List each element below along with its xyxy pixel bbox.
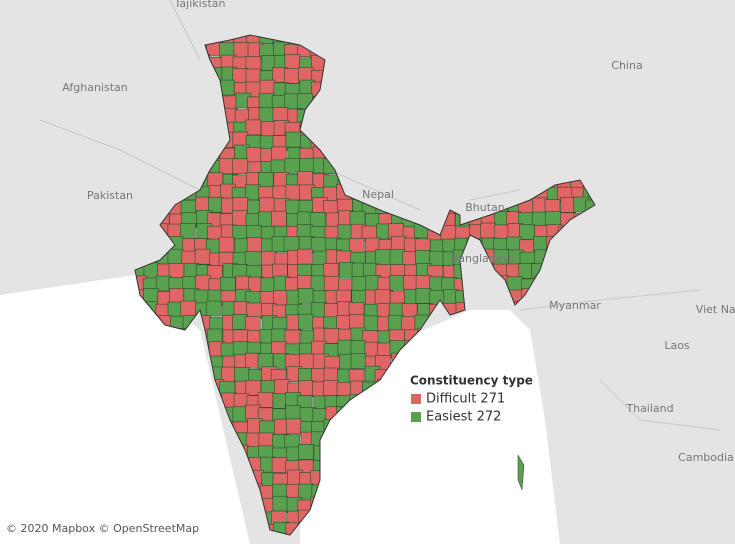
place-label: Thailand — [625, 402, 673, 415]
district — [351, 276, 368, 292]
district — [257, 353, 274, 369]
sea — [300, 310, 560, 544]
district — [259, 79, 276, 96]
district — [285, 405, 302, 421]
place-label: Pakistan — [87, 189, 133, 202]
district — [259, 197, 275, 214]
place-label: Myanmar — [549, 299, 601, 312]
legend-label: Difficult 271 — [426, 392, 505, 407]
district — [310, 237, 327, 253]
district — [429, 250, 445, 267]
district — [480, 222, 497, 239]
district — [246, 302, 262, 319]
district — [232, 158, 249, 175]
legend-label: Easiest 272 — [426, 410, 501, 425]
place-label: Viet Nar — [696, 303, 735, 316]
district — [350, 353, 367, 369]
district — [273, 290, 289, 306]
place-label: Laos — [664, 339, 690, 352]
district — [283, 236, 300, 253]
legend-title: Constituency type — [410, 374, 533, 388]
district — [284, 93, 300, 110]
district — [271, 457, 288, 474]
district — [284, 329, 301, 346]
place-label: Bhutan — [465, 201, 505, 214]
district — [272, 495, 289, 512]
district — [363, 315, 380, 332]
district — [274, 379, 290, 395]
district — [245, 119, 262, 136]
district — [271, 210, 287, 227]
legend-swatch — [411, 412, 421, 422]
district — [194, 248, 211, 265]
district — [232, 225, 248, 241]
district — [298, 443, 314, 460]
district — [323, 276, 340, 292]
district — [232, 210, 248, 227]
district — [297, 248, 313, 265]
district — [389, 274, 406, 291]
place-label: Cambodia — [678, 451, 734, 464]
district — [350, 340, 367, 356]
district — [167, 248, 184, 265]
district — [309, 212, 326, 228]
district — [258, 92, 275, 109]
place-label: Afghanistan — [62, 81, 128, 94]
district — [179, 223, 196, 239]
district — [232, 68, 248, 84]
district — [246, 147, 262, 163]
place-label: Tajikistan — [174, 0, 226, 10]
district — [205, 300, 222, 317]
district — [349, 314, 365, 330]
district — [285, 418, 302, 435]
place-label: China — [611, 59, 642, 72]
district — [180, 300, 196, 317]
sea — [0, 275, 250, 544]
district — [258, 107, 275, 124]
border — [39, 0, 721, 431]
district — [271, 146, 287, 163]
legend-swatch — [411, 394, 421, 404]
place-label: Nepal — [362, 188, 394, 201]
district — [298, 313, 314, 330]
district — [285, 184, 302, 201]
place-label: Bangladesh — [451, 252, 516, 265]
district — [232, 197, 249, 213]
district — [218, 158, 235, 175]
district — [244, 316, 261, 332]
district — [375, 249, 391, 265]
district — [323, 380, 339, 396]
district — [208, 196, 224, 213]
district — [297, 171, 313, 187]
attribution: © 2020 Mapbox © OpenStreetMap — [6, 522, 199, 535]
district — [218, 236, 235, 253]
district — [374, 289, 391, 306]
district — [337, 224, 354, 241]
district — [388, 314, 404, 331]
district — [195, 274, 211, 291]
district — [246, 237, 263, 253]
district — [297, 288, 314, 304]
district — [298, 483, 315, 500]
district — [284, 68, 300, 84]
district — [415, 288, 432, 304]
district — [401, 316, 417, 333]
district — [284, 157, 301, 174]
islands — [517, 454, 525, 491]
district — [285, 131, 302, 148]
district — [298, 380, 314, 396]
